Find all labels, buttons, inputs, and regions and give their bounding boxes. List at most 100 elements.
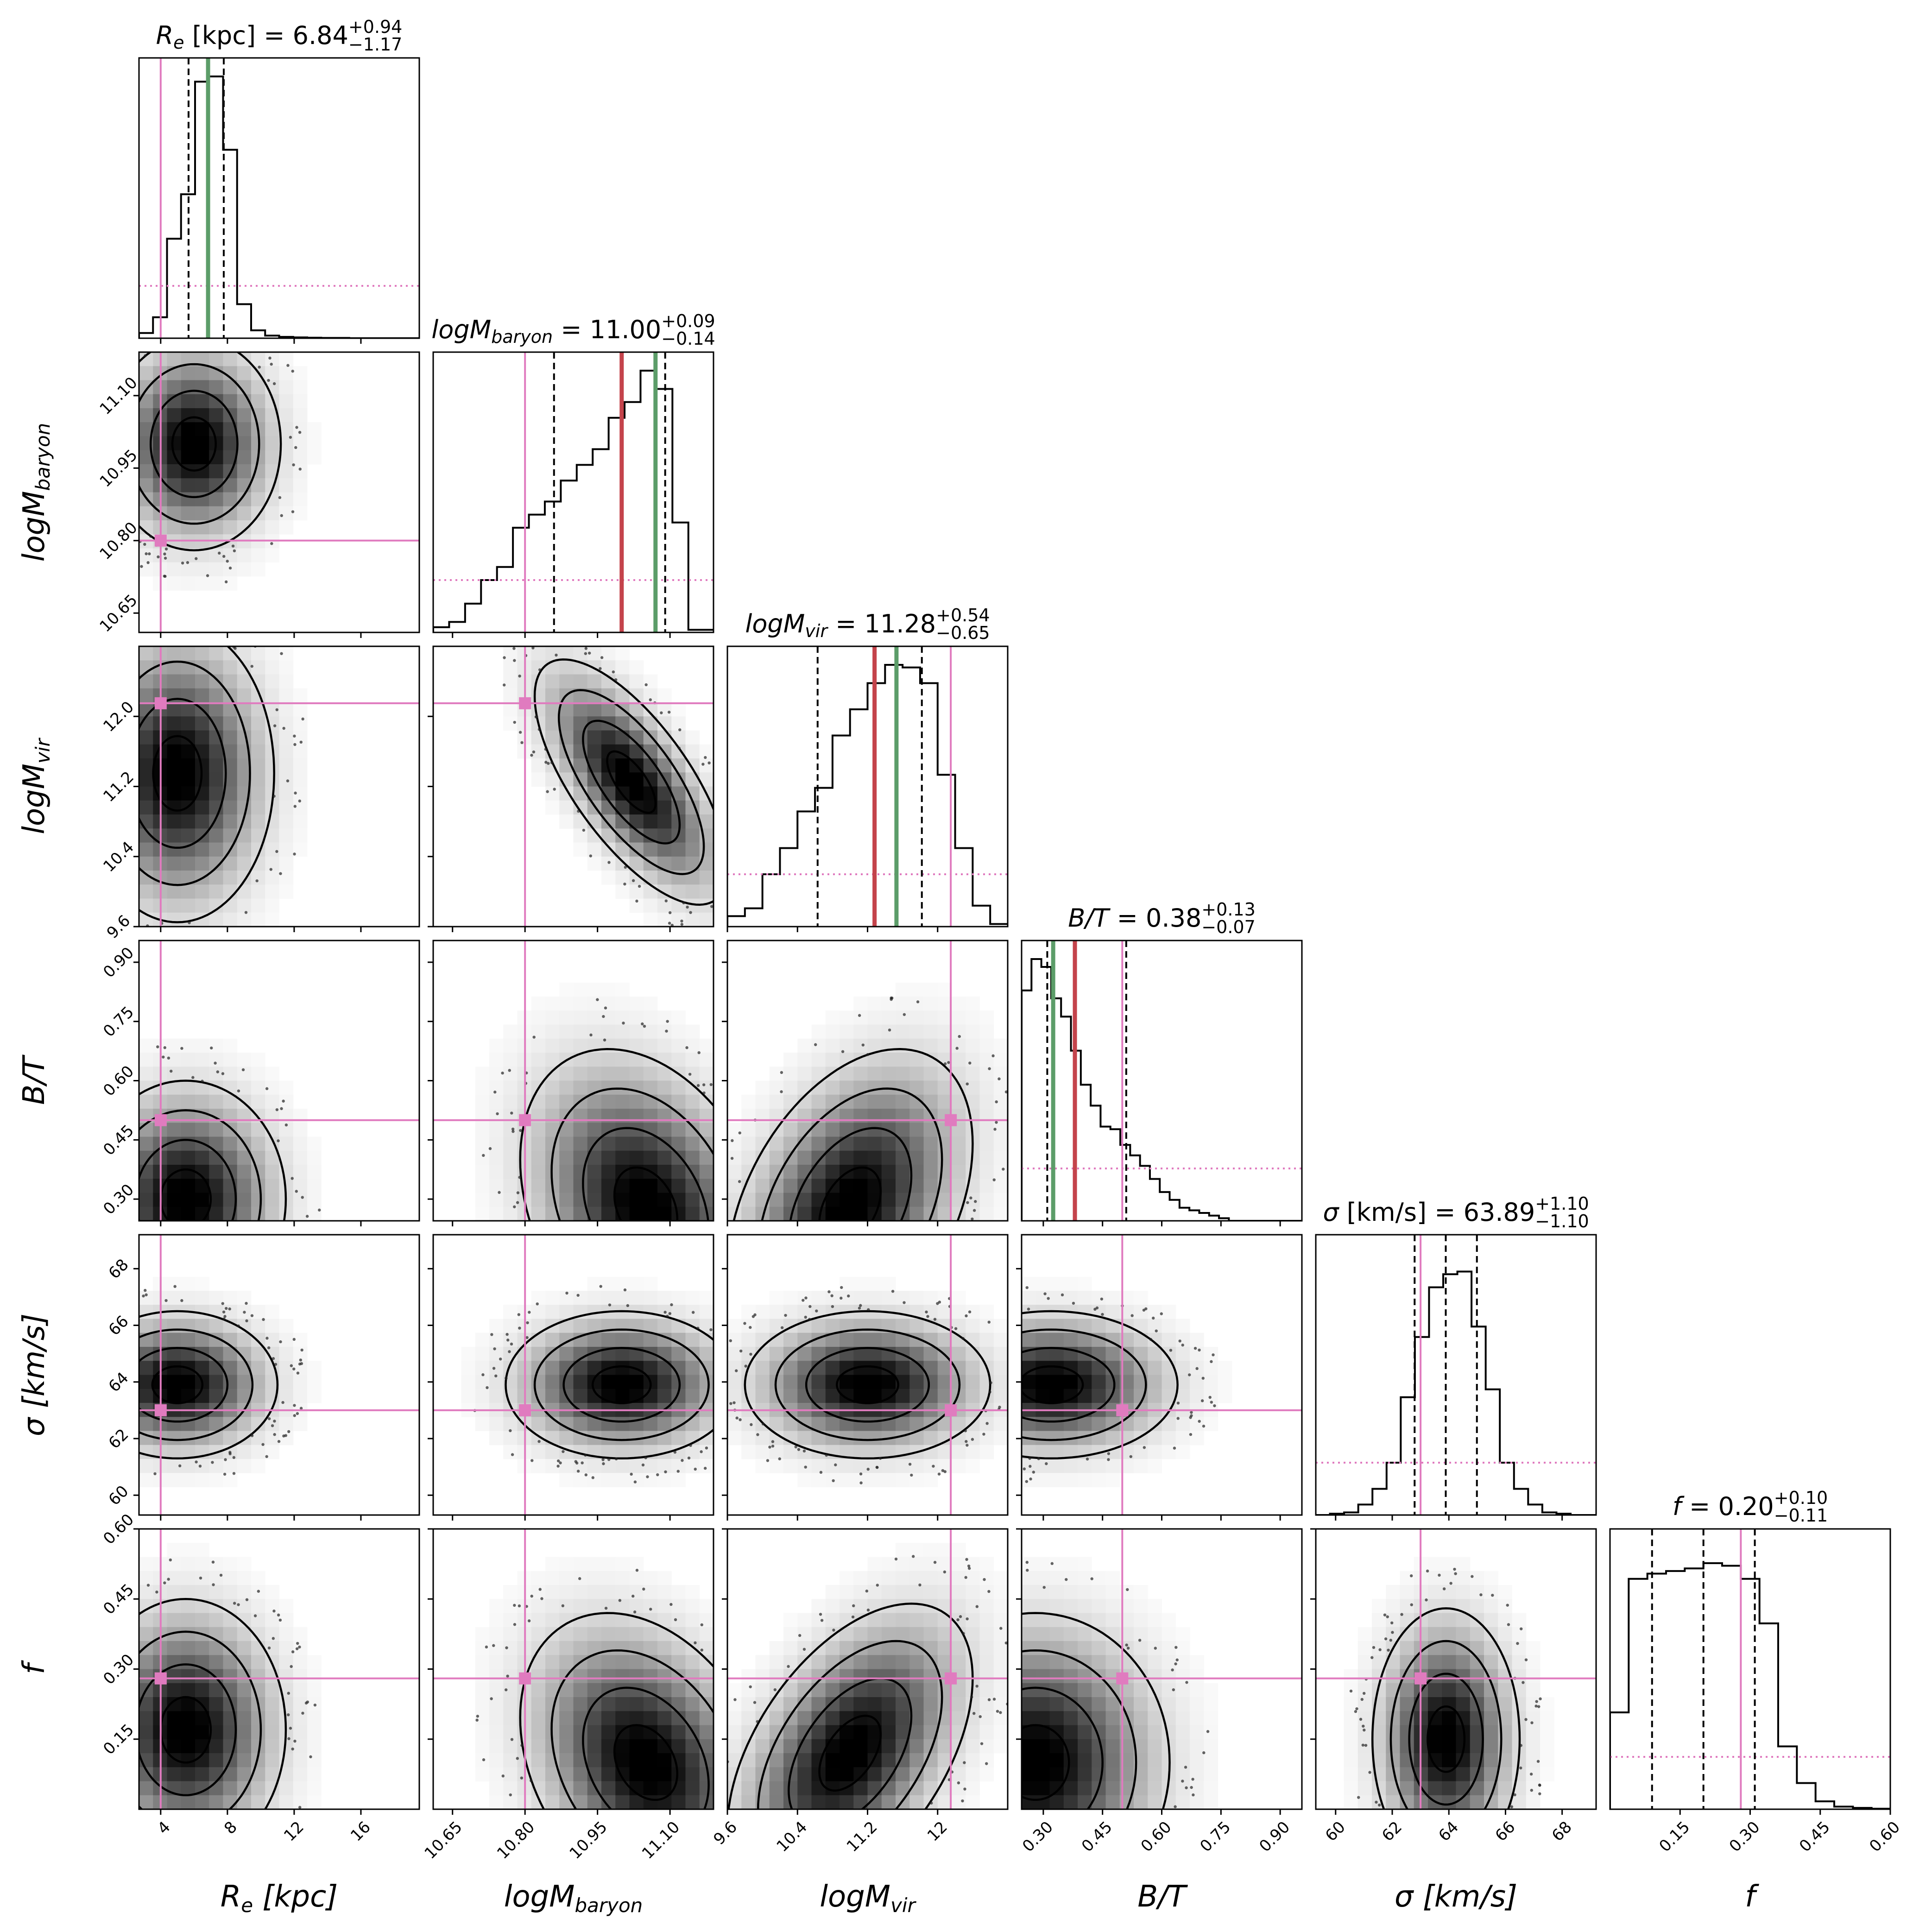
scatter-point	[716, 806, 719, 809]
scatter-point	[132, 347, 135, 350]
density-cell	[755, 1361, 770, 1375]
density-cell	[167, 1711, 182, 1725]
scatter-point	[223, 1472, 227, 1476]
scatter-point	[116, 519, 119, 522]
density-cell	[167, 646, 182, 661]
density-cell	[699, 1669, 713, 1684]
scatter-point	[1063, 1924, 1066, 1926]
density-cell	[209, 758, 223, 773]
density-cell	[783, 1375, 798, 1389]
density-cell	[741, 1781, 756, 1796]
density-cell	[265, 548, 279, 563]
x-tick-label: 0.45	[1078, 1818, 1116, 1856]
density-cell	[181, 674, 196, 689]
density-cell	[671, 884, 686, 899]
density-cell	[923, 1473, 938, 1487]
density-cell	[251, 1067, 265, 1081]
density-cell	[671, 1053, 686, 1067]
scatter-point	[996, 1710, 999, 1713]
scatter-point	[718, 1874, 720, 1876]
density-cell	[629, 1655, 644, 1669]
density-cell	[741, 1711, 756, 1725]
density-cell	[1190, 1725, 1204, 1740]
scatter-point	[299, 740, 303, 744]
scatter-point	[245, 343, 248, 346]
scatter-point	[777, 1903, 779, 1906]
density-cell	[685, 842, 700, 857]
density-cell	[867, 1332, 882, 1347]
density-cell	[251, 912, 265, 927]
density-cell	[167, 772, 182, 787]
hist-panel-logMvir: logMvir = 11.28+0.54−0.65	[726, 605, 1009, 932]
density-cell	[489, 1767, 504, 1781]
density-cell	[909, 1319, 924, 1333]
scatter-point	[132, 1296, 134, 1299]
density-cell	[979, 1067, 994, 1081]
scatter-point	[253, 1866, 256, 1869]
scatter-point	[700, 1648, 704, 1652]
density-cell	[727, 1711, 742, 1725]
scatter-point	[601, 1458, 605, 1461]
density-cell	[923, 1627, 938, 1642]
scatter-point	[1025, 1560, 1029, 1564]
density-cell	[615, 1276, 630, 1291]
scatter-point	[503, 656, 506, 659]
density-cell	[629, 856, 644, 871]
density-cell	[559, 1094, 574, 1109]
scatter-point	[517, 1313, 521, 1316]
density-cell	[643, 1473, 658, 1487]
density-cell	[952, 1711, 966, 1725]
density-cell	[181, 422, 196, 436]
density-cell	[181, 1053, 196, 1067]
density-cell	[615, 1627, 630, 1642]
density-cell	[1078, 1305, 1092, 1319]
density-cell	[769, 1136, 784, 1151]
density-cell	[1134, 1417, 1148, 1431]
scatter-point	[277, 1139, 280, 1143]
scatter-point	[649, 1608, 652, 1611]
scatter-point	[535, 715, 538, 718]
density-cell	[1063, 1781, 1078, 1796]
scatter-point	[784, 1313, 787, 1317]
density-cell	[699, 1165, 713, 1179]
density-cell	[769, 1697, 784, 1711]
scatter-point	[696, 1326, 700, 1330]
density-cell	[167, 814, 182, 829]
density-cell	[209, 1669, 223, 1684]
density-cell	[881, 1753, 896, 1768]
density-cell	[251, 814, 265, 829]
density-cell	[979, 1150, 994, 1165]
density-cell	[657, 1038, 672, 1053]
density-cell	[181, 1136, 196, 1151]
density-cell	[643, 1276, 658, 1291]
density-cell	[979, 1431, 994, 1446]
scatter-point	[804, 1271, 807, 1274]
density-cell	[867, 1669, 882, 1684]
density-cell	[1175, 1753, 1190, 1768]
density-cell	[1078, 1781, 1092, 1796]
scatter-point	[87, 1339, 89, 1342]
density-cell	[139, 1473, 153, 1487]
density-cell	[489, 1319, 504, 1333]
scatter-point	[69, 733, 72, 736]
scatter-point	[888, 1028, 891, 1032]
density-cell	[251, 730, 265, 745]
density-cell	[251, 772, 265, 787]
scatter-point	[516, 1201, 519, 1204]
scatter-point	[228, 1307, 231, 1311]
density-cell	[587, 744, 602, 759]
density-cell	[181, 1795, 196, 1809]
scatter-point	[120, 355, 122, 358]
density-cell	[979, 1585, 994, 1599]
density-cell	[1148, 1627, 1162, 1642]
density-cell	[840, 1669, 854, 1684]
density-cell	[1035, 1641, 1050, 1655]
density-cell	[209, 576, 223, 591]
density-cell	[615, 871, 630, 885]
density-cell	[657, 898, 672, 913]
density-cell	[559, 1641, 574, 1655]
scatter-point	[771, 1238, 774, 1241]
density-cell	[615, 1291, 630, 1305]
scatter-point	[777, 1922, 780, 1925]
density-cell	[139, 786, 153, 801]
